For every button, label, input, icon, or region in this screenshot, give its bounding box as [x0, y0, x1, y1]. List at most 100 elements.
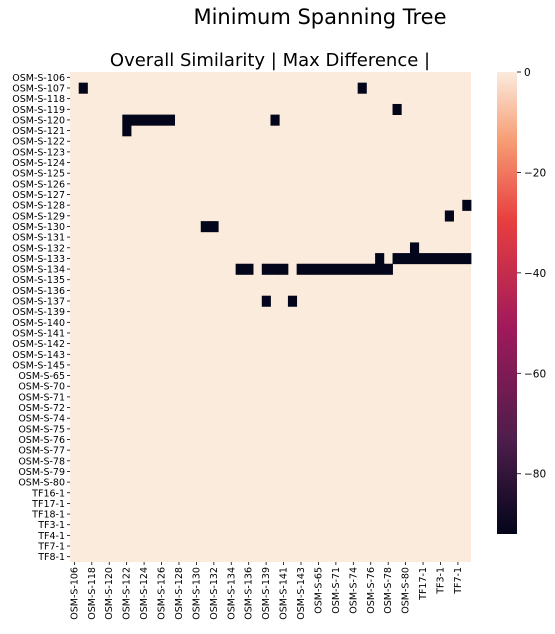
row-tick-label: OSM-S-132 [12, 243, 65, 254]
heatmap-cell [122, 114, 132, 126]
row-tick-label: OSM-S-142 [12, 339, 65, 350]
heatmap-cell [418, 253, 428, 265]
heatmap-cell [401, 253, 411, 265]
heatmap-cell [165, 114, 176, 126]
colorbar-tick-label: −20 [524, 167, 546, 179]
heatmap-cell [444, 253, 454, 265]
heatmap-cell [375, 253, 385, 265]
row-tick-label: OSM-S-76 [18, 435, 65, 446]
heatmap-cell [131, 114, 141, 126]
col-tick-label: OSM-S-128 [174, 567, 185, 620]
colorbar-tick-label: 0 [524, 67, 531, 79]
heatmap-cell [462, 199, 472, 211]
heatmap-cell [375, 263, 385, 275]
heatmap-cell [78, 82, 88, 94]
row-tick-label: TF3-1 [37, 520, 65, 531]
heatmap-cell [261, 295, 271, 307]
row-tick-label: OSM-S-130 [12, 222, 65, 233]
row-tick-label: TF18-1 [31, 510, 65, 521]
row-tick-label: OSM-S-72 [18, 403, 65, 414]
row-tick-label: OSM-S-139 [12, 307, 65, 318]
colorbar-tick-label: −60 [524, 368, 546, 380]
row-tick-label: OSM-S-123 [12, 147, 65, 158]
row-tick-label: OSM-S-134 [12, 265, 65, 276]
row-tick-label: OSM-S-106 [12, 73, 65, 84]
col-tick-label: OSM-S-132 [209, 567, 220, 620]
row-tick-label: OSM-S-126 [12, 179, 65, 190]
heatmap-cell [261, 263, 271, 275]
heatmap-cell [331, 263, 341, 275]
col-tick-label: OSM-S-122 [122, 567, 133, 620]
row-tick-label: TF7-1 [37, 542, 65, 553]
col-tick-label: OSM-S-126 [157, 567, 168, 620]
heatmap-cell [270, 114, 280, 126]
heatmap-cell [392, 253, 402, 265]
col-tick-label: OSM-S-71 [331, 567, 342, 614]
col-tick-label: OSM-S-80 [401, 567, 412, 614]
heatmap-cell [287, 295, 298, 307]
row-tick-label: OSM-S-78 [18, 456, 65, 467]
heatmap-cell [409, 253, 420, 265]
row-tick-label: OSM-S-77 [18, 446, 65, 457]
heatmap-cell [200, 221, 210, 233]
row-tick-label: OSM-S-141 [12, 328, 65, 339]
heatmap-cell [209, 221, 219, 233]
col-tick-label: OSM-S-124 [139, 567, 150, 620]
heatmap-cell [357, 82, 367, 94]
row-tick-label: OSM-S-145 [12, 360, 65, 371]
col-tick-label: OSM-S-106 [69, 567, 80, 620]
heatmap-cell [157, 114, 167, 126]
heatmap-cell [366, 263, 376, 275]
col-tick-label: OSM-S-65 [313, 567, 324, 614]
col-tick-label: OSM-S-136 [244, 567, 255, 620]
row-tick-label: TF17-1 [31, 499, 65, 510]
row-tick-label: OSM-S-79 [18, 467, 65, 478]
heatmap-cell [409, 242, 420, 254]
col-tick-label: OSM-S-141 [279, 567, 290, 620]
col-tick-label: OSM-S-143 [296, 567, 307, 620]
row-tick-label: OSM-S-137 [12, 297, 65, 308]
row-tick-label: OSM-S-74 [18, 414, 65, 425]
row-tick-label: OSM-S-120 [12, 115, 65, 126]
heatmap-cell [322, 263, 332, 275]
row-tick-label: OSM-S-127 [12, 190, 65, 201]
heatmap-cell [462, 253, 472, 265]
col-tick-label: OSM-S-76 [366, 567, 377, 614]
row-tick-label: OSM-S-129 [12, 211, 65, 222]
heatmap-cell [392, 103, 402, 116]
heatmap-cell [235, 263, 245, 275]
row-tick-label: TF16-1 [31, 488, 65, 499]
heatmap-cell [279, 263, 289, 275]
row-tick-label: OSM-S-125 [12, 169, 65, 180]
figure-suptitle: Minimum Spanning Tree [193, 5, 446, 29]
col-tick-label: OSM-S-120 [104, 567, 115, 620]
heatmap-cell [305, 263, 315, 275]
row-tick-label: OSM-S-119 [12, 105, 65, 116]
heatmap-cell [453, 253, 463, 265]
row-tick-label: OSM-S-136 [12, 286, 65, 297]
row-tick-label: OSM-S-143 [12, 350, 65, 361]
heatmap-cell [444, 210, 454, 222]
col-tick-label: OSM-S-134 [226, 567, 237, 620]
heatmap-cell [148, 114, 158, 126]
col-tick-label: TF17-1 [418, 567, 429, 601]
row-tick-label: OSM-S-75 [18, 424, 65, 435]
row-tick-label: OSM-S-107 [12, 83, 65, 94]
heatmap-cell [357, 263, 367, 275]
row-tick-label: TF8-1 [37, 552, 65, 563]
chart-title: Overall Similarity | Max Difference | [110, 50, 430, 71]
colorbar-tick-label: −80 [524, 469, 546, 481]
row-tick-label: OSM-S-131 [12, 233, 65, 244]
heatmap-cell [139, 114, 149, 126]
col-tick-label: TF3-1 [435, 567, 446, 595]
heatmap-background [70, 72, 471, 562]
row-tick-label: OSM-S-135 [12, 275, 65, 286]
heatmap-cell [244, 263, 254, 275]
heatmap-cell [270, 263, 280, 275]
col-tick-label: OSM-S-139 [261, 567, 272, 620]
heatmap-cell [383, 263, 393, 275]
heatmap-cell [427, 253, 437, 265]
row-tick-label: OSM-S-65 [18, 371, 65, 382]
row-tick-label: TF4-1 [37, 531, 65, 542]
